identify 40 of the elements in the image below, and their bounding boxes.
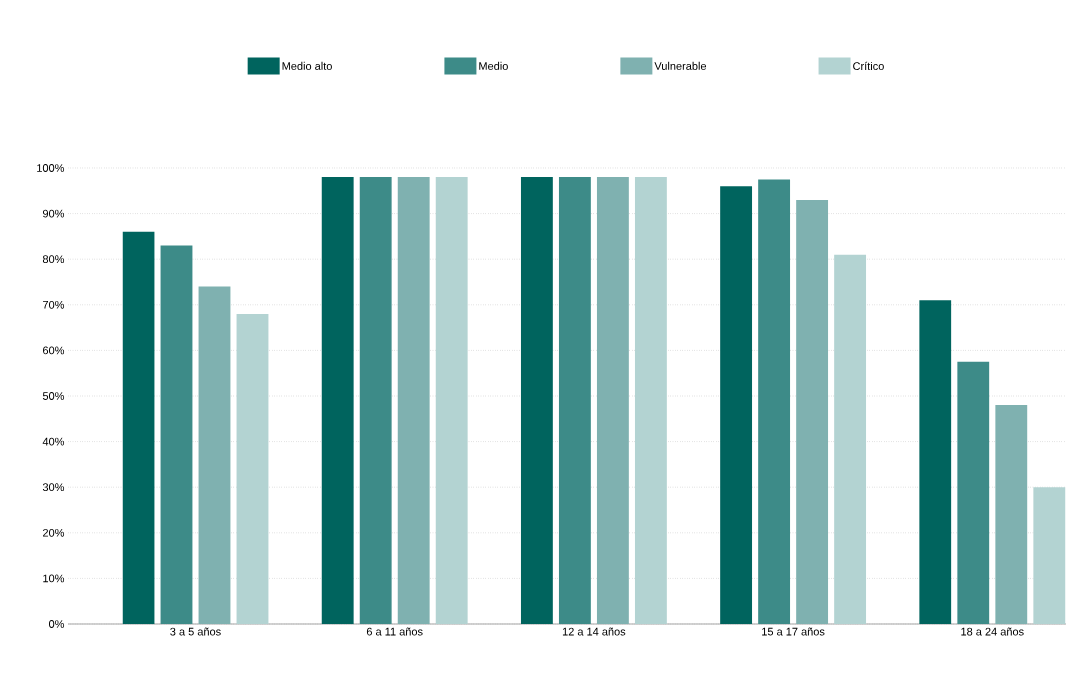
bar — [957, 361, 990, 624]
y-tick-label: 100% — [37, 164, 65, 172]
bar — [919, 300, 952, 624]
legend-label: Vulnerable — [654, 61, 707, 70]
y-tick-label: 40% — [42, 437, 65, 446]
y-tick-label: 30% — [42, 483, 65, 492]
y-tick-label: 60% — [43, 346, 65, 355]
x-tick-label: 15 a 17 años — [762, 627, 825, 636]
bar — [596, 177, 629, 624]
bar — [1033, 487, 1066, 624]
bar — [634, 177, 667, 624]
legend-label: Medio — [479, 61, 508, 70]
bar — [198, 286, 231, 624]
bar — [122, 231, 155, 624]
bar — [236, 313, 269, 624]
legend-label: Medio alto — [282, 61, 332, 70]
y-tick-label: 20% — [43, 528, 65, 537]
bar — [995, 405, 1028, 624]
y-tick-label: 80% — [42, 255, 65, 264]
bar — [435, 177, 468, 624]
x-tick-label: 12 a 14 años — [562, 627, 626, 636]
bar — [321, 177, 354, 624]
y-tick-label: 0% — [49, 620, 65, 628]
y-tick-label: 50% — [42, 392, 65, 400]
x-tick-label: 3 a 5 años — [170, 627, 221, 636]
bar — [834, 254, 867, 624]
y-tick-label: 70% — [43, 300, 65, 309]
bar — [758, 179, 791, 624]
legend-label: Crítico — [853, 61, 884, 71]
bar — [720, 186, 753, 624]
x-tick-label: 6 a 11 años — [366, 627, 423, 636]
bar — [359, 177, 392, 624]
y-tick-label: 90% — [42, 209, 65, 218]
bar — [558, 177, 591, 624]
bar — [397, 177, 430, 624]
y-tick-label: 10% — [43, 574, 65, 583]
bar — [520, 177, 553, 624]
bar — [160, 245, 193, 624]
bar — [796, 199, 829, 624]
x-tick-label: 18 a 24 años — [961, 627, 1024, 636]
